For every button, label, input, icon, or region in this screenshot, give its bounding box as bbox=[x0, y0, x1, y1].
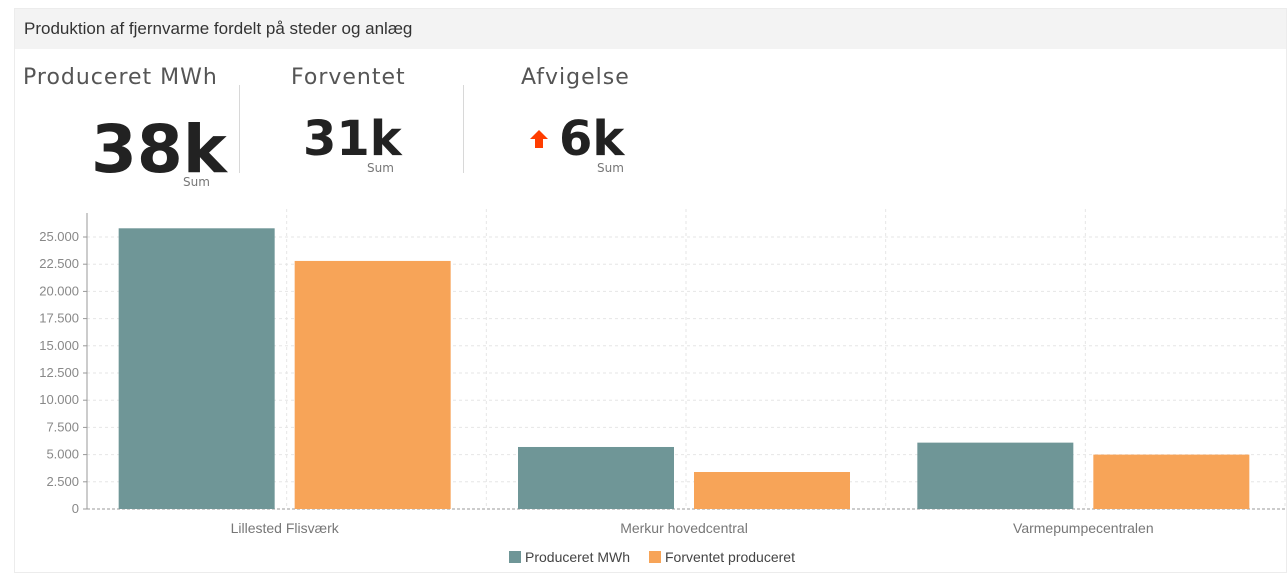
kpi-produced: Produceret MWh 38k Sum bbox=[23, 65, 243, 189]
bar-expected bbox=[294, 260, 451, 509]
kpi-expected-value: 31k bbox=[303, 111, 402, 167]
kpi-expected-label: Forventet bbox=[291, 65, 406, 90]
y-tick-label: 0 bbox=[72, 501, 79, 516]
kpi-deviation-sub: Sum bbox=[597, 161, 624, 175]
bar-chart: 0 2.500 5.000 7.500 10.000 12.500 15.000 17.500… bbox=[39, 209, 1286, 565]
legend-swatch bbox=[509, 551, 521, 563]
bar-expected bbox=[1093, 454, 1250, 509]
kpi-divider bbox=[463, 85, 464, 173]
legend-swatch bbox=[649, 551, 661, 563]
y-tick-label: 22.500 bbox=[39, 256, 79, 271]
y-tick-label: 7.500 bbox=[46, 419, 79, 434]
x-tick-label: Varmepumpecentralen bbox=[1013, 520, 1154, 536]
kpi-expected: Forventet 31k Sum bbox=[291, 65, 471, 185]
y-tick-label: 2.500 bbox=[46, 474, 79, 489]
bar-produced bbox=[917, 442, 1074, 509]
kpi-produced-label: Produceret MWh bbox=[23, 65, 218, 90]
y-tick-label: 10.000 bbox=[39, 392, 79, 407]
panel-header: Produktion af fjernvarme fordelt på sted… bbox=[15, 9, 1286, 49]
y-tick-label: 20.000 bbox=[39, 283, 79, 298]
y-tick-label: 5.000 bbox=[46, 447, 79, 462]
kpi-deviation-value: 6k bbox=[559, 111, 625, 167]
y-tick-label: 25.000 bbox=[39, 229, 79, 244]
x-tick-label: Lillested Flisværk bbox=[231, 520, 340, 536]
kpi-divider bbox=[239, 85, 240, 173]
panel-title: Produktion af fjernvarme fordelt på sted… bbox=[24, 19, 413, 38]
kpi-deviation: Afvigelse 6k Sum bbox=[521, 65, 701, 185]
arrow-up-icon bbox=[530, 130, 548, 148]
legend-label: Forventet produceret bbox=[665, 549, 795, 565]
bar-produced bbox=[118, 228, 275, 509]
bar-produced bbox=[518, 446, 674, 509]
bar-expected bbox=[694, 472, 850, 509]
y-tick-label: 12.500 bbox=[39, 365, 79, 380]
kpi-deviation-label: Afvigelse bbox=[521, 65, 630, 90]
kpi-produced-sub: Sum bbox=[183, 175, 210, 189]
kpi-expected-sub: Sum bbox=[367, 161, 394, 175]
chart-panel: Produktion af fjernvarme fordelt på sted… bbox=[14, 8, 1287, 573]
y-tick-label: 15.000 bbox=[39, 338, 79, 353]
legend-label: Produceret MWh bbox=[525, 549, 630, 565]
x-tick-label: Merkur hovedcentral bbox=[620, 520, 748, 536]
y-tick-label: 17.500 bbox=[39, 311, 79, 326]
kpi-produced-value: 38k bbox=[91, 111, 227, 188]
